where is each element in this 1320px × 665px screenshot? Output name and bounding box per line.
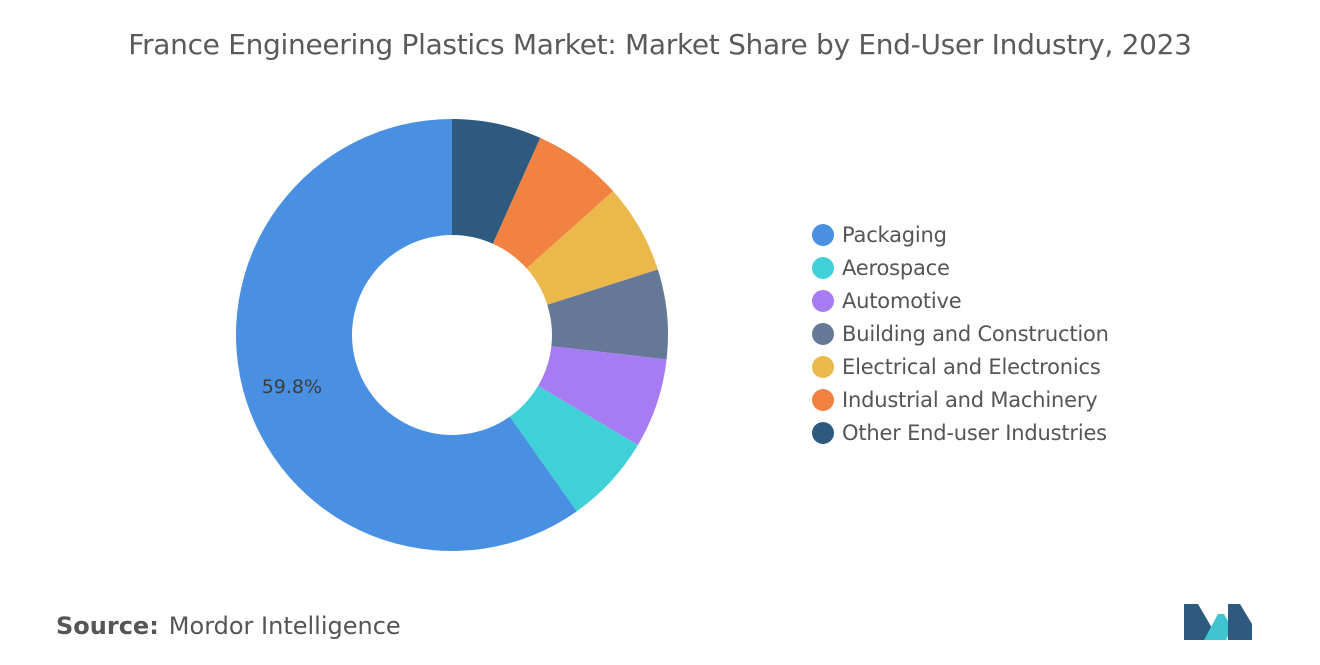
- legend-label: Aerospace: [842, 255, 950, 280]
- legend-swatch: [812, 322, 834, 345]
- donut-slices: [236, 119, 668, 551]
- legend-item: Packaging: [812, 218, 1109, 251]
- legend-swatch: [812, 256, 834, 279]
- legend-item: Other End-user Industries: [812, 416, 1109, 449]
- slice-automotive: [538, 346, 667, 445]
- legend-swatch: [812, 388, 834, 411]
- legend-label: Industrial and Machinery: [842, 387, 1098, 412]
- source-key: Source:: [56, 612, 159, 640]
- slice-electrical-and-electronics: [526, 191, 658, 305]
- legend-item: Industrial and Machinery: [812, 383, 1109, 416]
- legend-label: Packaging: [842, 222, 947, 247]
- data-labels: 59.8%: [262, 376, 322, 398]
- legend-label: Automotive: [842, 288, 962, 313]
- legend-swatch: [812, 355, 834, 378]
- legend-label: Building and Construction: [842, 321, 1109, 346]
- legend-swatch: [812, 223, 834, 246]
- source-value: Mordor Intelligence: [168, 612, 401, 640]
- legend-item: Aerospace: [812, 251, 1109, 284]
- legend-swatch: [812, 421, 834, 444]
- slice-other-end-user-industries: [452, 119, 541, 244]
- legend-item: Automotive: [812, 284, 1109, 317]
- source-line: Source: Mordor Intelligence: [56, 612, 401, 640]
- slice-packaging: [236, 119, 577, 551]
- slice-industrial-and-machinery: [492, 137, 614, 269]
- mordor-intelligence-logo-icon: [1184, 604, 1252, 640]
- legend-label: Electrical and Electronics: [842, 354, 1101, 379]
- legend-item: Building and Construction: [812, 317, 1109, 350]
- chart-title: France Engineering Plastics Market: Mark…: [128, 28, 1192, 61]
- legend-item: Electrical and Electronics: [812, 350, 1109, 383]
- slice-aerospace: [509, 385, 638, 512]
- legend-label: Other End-user Industries: [842, 420, 1107, 445]
- slice-building-and-construction: [547, 269, 668, 360]
- chart-legend: Packaging Aerospace Automotive Building and…: [812, 218, 1109, 449]
- data-label-packaging: 59.8%: [262, 376, 322, 398]
- legend-swatch: [812, 289, 834, 312]
